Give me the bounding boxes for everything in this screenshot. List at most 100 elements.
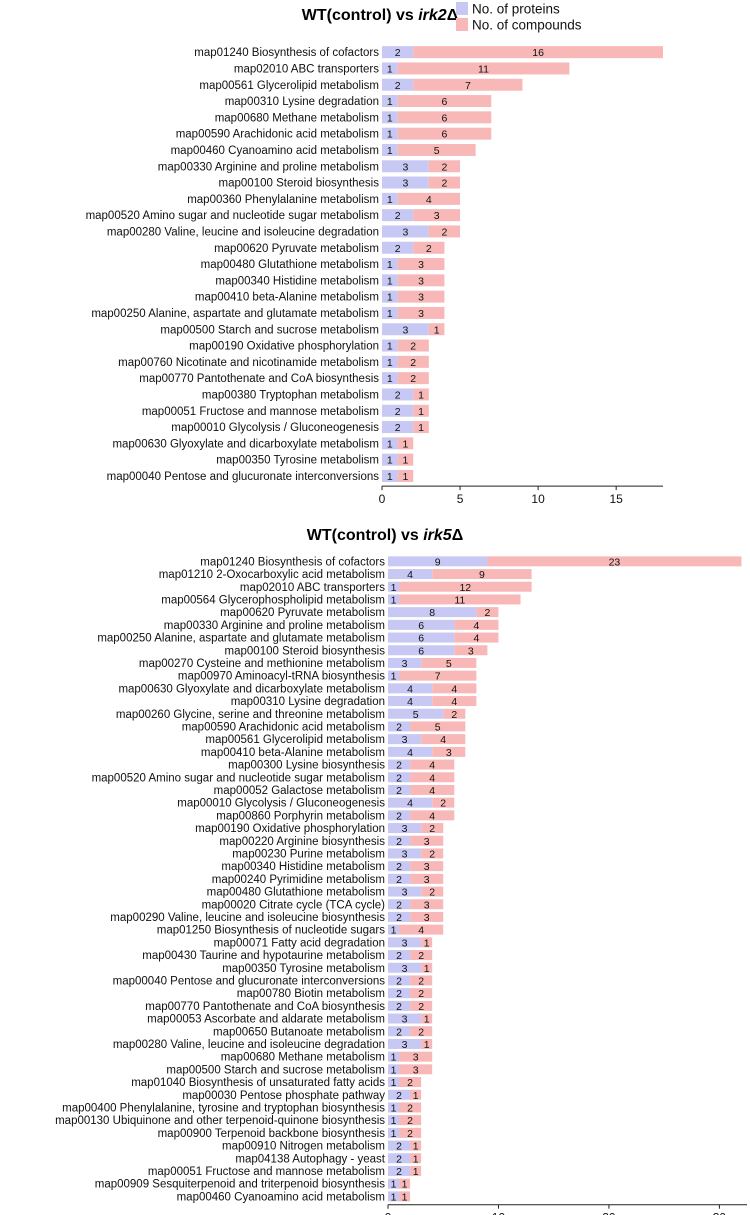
- category-label: map04138 Autophagy - yeast: [235, 1153, 385, 1165]
- bar-compounds: [399, 1115, 422, 1126]
- category-label: map00770 Pantothenate and CoA biosynthes…: [145, 1001, 385, 1013]
- value-label-proteins: 1: [391, 1052, 397, 1064]
- value-label-compounds: 2: [442, 226, 448, 238]
- category-label: map00330 Arginine and proline metabolism: [158, 161, 379, 173]
- bar-compounds: [421, 848, 444, 859]
- bar-proteins: [382, 274, 398, 287]
- value-label-compounds: 1: [424, 963, 430, 975]
- value-label-compounds: 1: [418, 406, 424, 418]
- value-label-proteins: 1: [391, 594, 397, 606]
- bar-proteins: [388, 683, 433, 694]
- value-label-compounds: 3: [418, 275, 424, 287]
- category-label: map00970 Aminoacyl-tRNA biosynthesis: [178, 671, 385, 683]
- value-label-proteins: 2: [396, 836, 402, 848]
- bar-proteins: [388, 581, 400, 592]
- bar-compounds: [410, 1153, 422, 1164]
- category-label: map00520 Amino sugar and nucleotide suga…: [92, 772, 385, 784]
- value-label-proteins: 2: [396, 1026, 402, 1038]
- value-label-proteins: 6: [418, 620, 424, 632]
- category-label: map00630 Glyoxylate and dicarboxylate me…: [118, 683, 385, 695]
- category-label: map00620 Pyruvate metabolism: [214, 243, 379, 255]
- bar-proteins: [388, 645, 455, 656]
- bar-compounds: [413, 78, 523, 91]
- bar-compounds: [410, 950, 433, 961]
- category-label: map00053 Ascorbate and aldarate metaboli…: [147, 1014, 385, 1026]
- value-label-proteins: 1: [387, 96, 393, 108]
- category-label: map00040 Pentose and glucuronate interco…: [107, 471, 380, 483]
- bar-compounds: [413, 404, 429, 417]
- category-label: map00590 Arachidonic acid metabolism: [176, 129, 379, 141]
- bar-proteins: [388, 937, 422, 948]
- value-label-proteins: 1: [387, 471, 393, 483]
- value-label-proteins: 3: [402, 1014, 408, 1026]
- bar-proteins: [388, 721, 411, 732]
- bar-proteins: [388, 848, 422, 859]
- bar-compounds: [410, 873, 444, 884]
- category-label: map00052 Galactose metabolism: [214, 785, 385, 797]
- value-label-compounds: 5: [434, 145, 440, 157]
- value-label-compounds: 23: [609, 556, 621, 568]
- category-label: map00270 Cysteine and methionine metabol…: [139, 658, 385, 670]
- legend-swatch-proteins: [456, 2, 468, 15]
- category-label: map00520 Amino sugar and nucleotide suga…: [86, 210, 379, 222]
- value-label-compounds: 3: [413, 1064, 419, 1076]
- value-label-compounds: 2: [418, 950, 424, 962]
- bar-compounds: [454, 645, 488, 656]
- bar-proteins: [382, 95, 398, 108]
- bar-compounds: [421, 1013, 433, 1024]
- value-label-proteins: 3: [402, 658, 408, 670]
- bar-proteins: [388, 962, 422, 973]
- category-label: map00910 Nitrogen metabolism: [222, 1141, 385, 1153]
- value-label-compounds: 1: [424, 1014, 430, 1026]
- value-label-proteins: 3: [402, 823, 408, 835]
- bar-compounds: [397, 355, 429, 368]
- category-label: map00130 Ubiquinone and other terpenoid-…: [55, 1115, 385, 1127]
- bar-proteins: [382, 323, 429, 336]
- bar-compounds: [421, 886, 444, 897]
- category-label: map02010 ABC transporters: [234, 63, 379, 75]
- bar-compounds: [428, 160, 461, 173]
- bar-compounds: [421, 937, 433, 948]
- value-label-compounds: 3: [446, 747, 452, 759]
- category-label: map00860 Porphyrin metabolism: [216, 810, 385, 822]
- value-label-compounds: 1: [402, 471, 408, 483]
- value-label-compounds: 6: [442, 96, 448, 108]
- value-label-proteins: 1: [391, 1128, 397, 1140]
- value-label-proteins: 3: [402, 1039, 408, 1051]
- value-label-compounds: 11: [454, 594, 465, 606]
- bar-compounds: [487, 556, 742, 567]
- category-label: map00564 Glycerophospholipid metabolism: [161, 594, 385, 606]
- bar-proteins: [388, 1000, 411, 1011]
- bar-compounds: [432, 696, 477, 707]
- value-label-compounds: 12: [459, 582, 471, 594]
- category-label: map00010 Glycolysis / Gluconeogenesis: [177, 798, 385, 810]
- value-label-proteins: 6: [418, 633, 424, 645]
- value-label-compounds: 4: [426, 194, 432, 206]
- bar-compounds: [397, 274, 445, 287]
- value-label-compounds: 3: [424, 912, 430, 924]
- category-label: map00410 beta-Alanine metabolism: [195, 292, 379, 304]
- category-label: map00500 Starch and sucrose metabolism: [160, 324, 379, 336]
- value-label-compounds: 4: [473, 620, 479, 632]
- bar-proteins: [388, 607, 477, 618]
- bar-compounds: [410, 1026, 433, 1037]
- value-label-compounds: 1: [402, 1179, 408, 1191]
- value-label-compounds: 2: [407, 1102, 413, 1114]
- category-label: map00220 Arginine biosynthesis: [219, 836, 385, 848]
- bar-proteins: [382, 209, 414, 222]
- category-label: map00010 Glycolysis / Gluconeogenesis: [171, 422, 379, 434]
- value-label-proteins: 1: [387, 438, 393, 450]
- bar-proteins: [388, 759, 411, 770]
- bar-compounds: [399, 1127, 422, 1138]
- value-label-proteins: 2: [395, 47, 401, 59]
- chart-title-1: WT(control) vs irk2Δ: [302, 7, 458, 24]
- value-label-compounds: 4: [473, 633, 479, 645]
- bar-proteins: [388, 810, 411, 821]
- category-label: map00040 Pentose and glucuronate interco…: [113, 975, 386, 987]
- value-label-proteins: 2: [396, 1153, 402, 1165]
- bar-proteins: [388, 950, 411, 961]
- bar-proteins: [388, 556, 488, 567]
- value-label-compounds: 3: [434, 210, 440, 222]
- bar-proteins: [382, 160, 429, 173]
- value-label-proteins: 3: [402, 161, 408, 173]
